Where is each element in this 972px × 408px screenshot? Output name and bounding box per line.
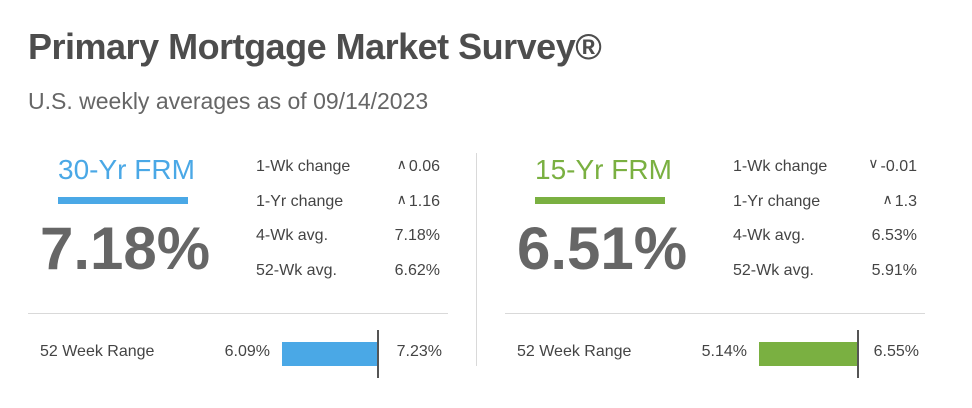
rate-label-30yr: 30-Yr FRM [58, 154, 195, 185]
stat-row-52wk-avg: 52-Wk avg. 6.62% [256, 256, 446, 291]
chevron-up-icon: ∧ [396, 190, 407, 207]
panel-divider [476, 153, 477, 366]
range-low-15yr: 5.14% [701, 343, 747, 360]
divider [28, 313, 448, 314]
stat-value: 6.53% [871, 227, 917, 244]
stat-row-1wk-change: 1-Wk change ∨ -0.01 [733, 152, 923, 187]
stat-label: 1-Wk change [733, 158, 828, 175]
page-subtitle: U.S. weekly averages as of 09/14/2023 [28, 88, 429, 114]
stat-label: 1-Yr change [256, 192, 344, 210]
chevron-up-icon: ∧ [396, 156, 407, 172]
stat-label: 52-Wk avg. [733, 261, 814, 279]
rate-label-15yr: 15-Yr FRM [535, 154, 672, 185]
range-bar-15yr [759, 330, 859, 378]
stat-row-1yr-change: 1-Yr change ∧ 1.3 [733, 187, 923, 222]
stat-row-4wk-avg: 4-Wk avg. 6.53% [733, 221, 923, 256]
panel-30yr-frm: 30-Yr FRM 7.18% 1-Wk change ∧ 0.06 1-Yr c… [28, 150, 448, 390]
rate-value-15yr: 6.51% [517, 215, 688, 282]
rate-value-30yr: 7.18% [40, 215, 211, 282]
range-bar-30yr [282, 330, 382, 378]
stat-value: 7.18% [394, 227, 440, 244]
stat-label: 4-Wk avg. [733, 227, 806, 244]
stat-number: 0.06 [408, 158, 440, 175]
stat-value: 6.62% [394, 261, 440, 279]
stat-label: 1-Yr change [733, 192, 821, 210]
range-marker-15yr [856, 330, 859, 378]
stat-row-4wk-avg: 4-Wk avg. 7.18% [256, 221, 446, 256]
range-high-30yr: 7.23% [396, 343, 442, 360]
stat-row-1wk-change: 1-Wk change ∧ 0.06 [256, 152, 446, 187]
chevron-up-icon: ∧ [882, 190, 893, 207]
panel-15yr-frm: 15-Yr FRM 6.51% 1-Wk change ∨ -0.01 1-Yr … [505, 150, 925, 390]
stat-value: ∧ 1.16 [396, 190, 440, 211]
page-title: Primary Mortgage Market Survey® [28, 26, 602, 67]
stat-value: 5.91% [871, 261, 917, 279]
stat-label: 1-Wk change [256, 158, 351, 175]
stat-row-52wk-avg: 52-Wk avg. 5.91% [733, 256, 923, 291]
stat-row-1yr-change: 1-Yr change ∧ 1.16 [256, 187, 446, 222]
stat-number: 1.16 [408, 192, 440, 210]
range-label-15yr: 52 Week Range [517, 343, 632, 360]
stat-number: -0.01 [880, 158, 917, 175]
stats-30yr: 1-Wk change ∧ 0.06 1-Yr change ∧ 1.16 4-Wk… [256, 152, 446, 290]
range-label-30yr: 52 Week Range [40, 343, 155, 360]
range-fill-15yr [759, 342, 858, 366]
range-high-15yr: 6.55% [873, 343, 919, 360]
stat-number: 1.3 [894, 192, 917, 210]
stat-value: ∧ 0.06 [396, 156, 440, 176]
stats-15yr: 1-Wk change ∨ -0.01 1-Yr change ∧ 1.3 4-Wk… [733, 152, 923, 290]
chevron-down-icon: ∨ [868, 155, 879, 171]
divider [505, 313, 925, 314]
stat-label: 52-Wk avg. [256, 261, 337, 279]
range-low-30yr: 6.09% [224, 343, 270, 360]
rate-underline-15yr [535, 197, 665, 204]
range-fill-30yr [282, 342, 378, 366]
stat-label: 4-Wk avg. [256, 227, 329, 244]
range-marker-30yr [376, 330, 379, 378]
stat-value: ∨ -0.01 [868, 155, 917, 176]
stat-value: ∧ 1.3 [882, 190, 918, 211]
rate-underline-30yr [58, 197, 188, 204]
